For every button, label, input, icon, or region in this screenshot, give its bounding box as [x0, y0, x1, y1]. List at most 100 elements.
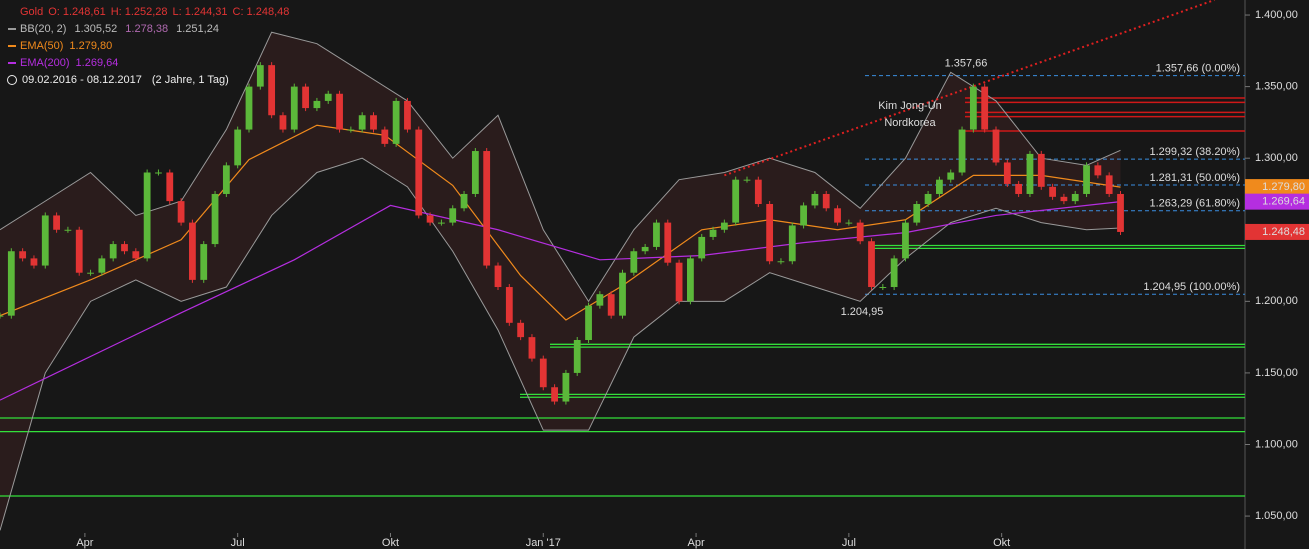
candle: [856, 222, 864, 242]
candle: [743, 179, 751, 181]
candle: [222, 165, 230, 194]
band-fill: [0, 32, 1121, 531]
candle: [245, 86, 253, 130]
candle: [958, 129, 966, 173]
candle: [800, 205, 807, 226]
legend-text: 1.279,80: [69, 40, 112, 52]
candle: [166, 172, 174, 202]
fib-label: 1.357,66 (0.00%): [1156, 63, 1240, 75]
legend-row: EMA(200) 1.269,64: [20, 57, 118, 69]
legend-text: 1.248,61: [63, 6, 106, 18]
candle: [1026, 153, 1034, 194]
candle: [53, 215, 60, 230]
fib-label: 1.263,29 (61.80%): [1149, 198, 1240, 210]
candle: [936, 179, 943, 194]
candle: [913, 203, 921, 223]
candle: [675, 262, 683, 302]
candle: [947, 172, 955, 180]
candle: [732, 179, 740, 223]
candle: [336, 93, 343, 130]
candle: [155, 172, 162, 174]
candle: [664, 222, 672, 263]
band-lower: [0, 157, 1121, 531]
candle: [969, 86, 977, 130]
candle: [30, 258, 38, 266]
legend-swatch: [8, 28, 16, 30]
candle: [596, 294, 604, 306]
legend: Gold O: 1.248,61 H: 1.252,28 L: 1.244,31 C: 1.24…: [7, 6, 290, 86]
candle: [313, 100, 321, 109]
candle: [370, 115, 377, 130]
candle: [981, 86, 989, 130]
candle: [822, 193, 830, 209]
legend-text: (2 Jahre, 1 Tag): [152, 74, 229, 86]
candle: [868, 241, 875, 288]
candle: [619, 272, 626, 316]
candle: [573, 339, 581, 373]
candle: [268, 65, 276, 116]
trend-line: [724, 0, 1215, 177]
legend-text: EMA(50): [20, 40, 63, 52]
candle: [1105, 175, 1113, 194]
candle: [392, 100, 400, 144]
legend-text: 1.278,38: [125, 23, 168, 35]
price-tag: [1245, 223, 1309, 240]
candle: [302, 86, 309, 109]
legend-row: 09.02.2016 - 08.12.2017 (2 Jahre, 1 Tag): [22, 74, 229, 86]
legend-text: H:: [111, 6, 122, 18]
candle: [777, 261, 785, 263]
candle: [19, 251, 27, 259]
candle: [132, 251, 140, 259]
candle: [1083, 165, 1090, 194]
event-label: Kim Jong-Un: [878, 100, 942, 112]
legend-text: 1.248,48: [247, 6, 290, 18]
candle: [505, 287, 513, 323]
clock-icon: [7, 75, 17, 85]
ema-line: [0, 201, 1121, 401]
candle: [41, 215, 49, 266]
band-upper: [0, 31, 1121, 303]
candle: [189, 222, 196, 280]
candle: [766, 203, 774, 262]
candle: [211, 193, 219, 245]
candle: [924, 193, 932, 204]
annotation: 1.357,66: [945, 58, 988, 70]
price-tag: [1245, 179, 1309, 196]
legend-swatch: [8, 45, 16, 47]
fib-label: 1.204,95 (100.00%): [1143, 281, 1240, 293]
legend-text: BB(20, 2): [20, 23, 66, 35]
price-tag: [1245, 193, 1309, 210]
price-tag-label: 1.248,48: [1262, 226, 1305, 238]
candle: [845, 222, 853, 224]
price-tag-label: 1.269,64: [1262, 196, 1305, 208]
y-tick-label: 1.200,00: [1255, 295, 1298, 307]
legend-row: EMA(50) 1.279,80: [20, 40, 112, 52]
y-tick-label: 1.400,00: [1255, 9, 1298, 21]
candle: [811, 193, 819, 206]
legend-text: L:: [173, 6, 182, 18]
candle: [7, 251, 15, 316]
legend-text: 1.251,24: [176, 23, 219, 35]
x-tick-label: Jul: [842, 537, 856, 549]
candle: [630, 251, 638, 273]
candle: [709, 229, 717, 237]
y-tick-label: 1.050,00: [1255, 510, 1298, 522]
candle: [1071, 193, 1079, 202]
legend-text: Gold: [20, 6, 43, 18]
candle: [426, 215, 434, 223]
candle: [64, 229, 72, 231]
candle: [1049, 186, 1056, 197]
candle: [200, 244, 208, 280]
x-tick-label: Apr: [688, 537, 705, 549]
candle: [98, 258, 106, 273]
candle: [87, 272, 94, 274]
x-tick-label: Jan '17: [526, 537, 561, 549]
candle: [551, 387, 558, 402]
legend-text: O:: [48, 6, 60, 18]
candle: [687, 258, 694, 302]
legend-text: 1.269,64: [76, 57, 119, 69]
x-tick-label: Okt: [993, 537, 1010, 549]
candle: [256, 65, 264, 87]
